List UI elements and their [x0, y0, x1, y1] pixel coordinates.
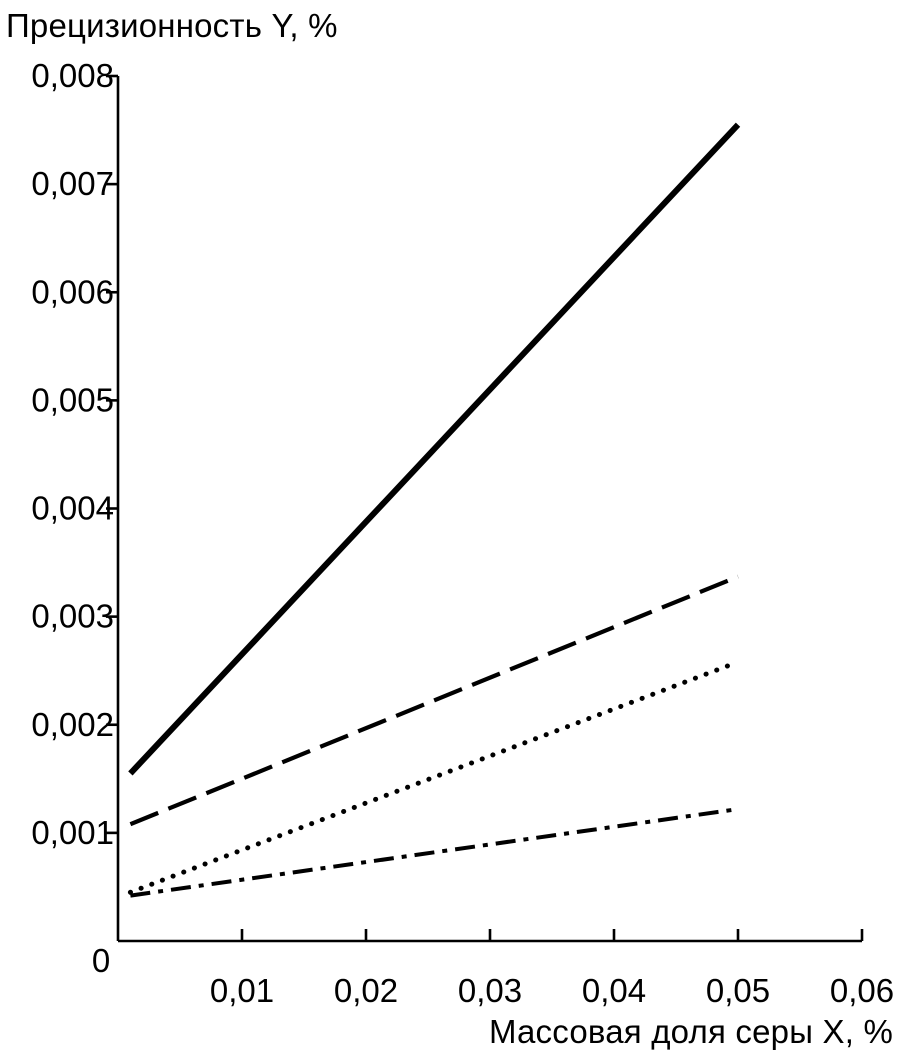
- series-lines: [127, 122, 741, 898]
- axes: [116, 76, 862, 943]
- x-tick-label: 0,06: [830, 972, 894, 1009]
- x-tick-label: 0,03: [458, 972, 522, 1009]
- origin-label: 0: [92, 942, 110, 979]
- y-tick-label: 0,003: [31, 598, 114, 635]
- series-line-dashed: [129, 574, 739, 827]
- y-tick-label: 0,005: [31, 381, 114, 418]
- x-tick-label: 0,02: [334, 972, 398, 1009]
- y-tick-label: 0,001: [31, 814, 114, 851]
- x-tick-label: 0,04: [582, 972, 646, 1009]
- x-axis-title: Массовая доля серы X, %: [488, 1013, 893, 1050]
- y-tick-label: 0,008: [31, 57, 114, 94]
- x-tick-label: 0,05: [706, 972, 770, 1009]
- y-tick-label: 0,002: [31, 706, 114, 743]
- y-tick-label: 0,006: [31, 273, 114, 310]
- tick-marks: [106, 74, 864, 941]
- series-line-solid: [128, 122, 741, 776]
- series-line-dash-dot: [130, 807, 739, 898]
- tick-labels: 0,001 0,002 0,003 0,004 0,005 0,006 0,007 0,008…: [31, 57, 894, 1009]
- series-line-dotted: [127, 659, 741, 895]
- y-tick-label: 0,007: [31, 165, 114, 202]
- y-tick-label: 0,004: [31, 490, 114, 527]
- x-tick-label: 0,01: [210, 972, 274, 1009]
- y-axis-title: Прецизионность Y, %: [6, 7, 338, 44]
